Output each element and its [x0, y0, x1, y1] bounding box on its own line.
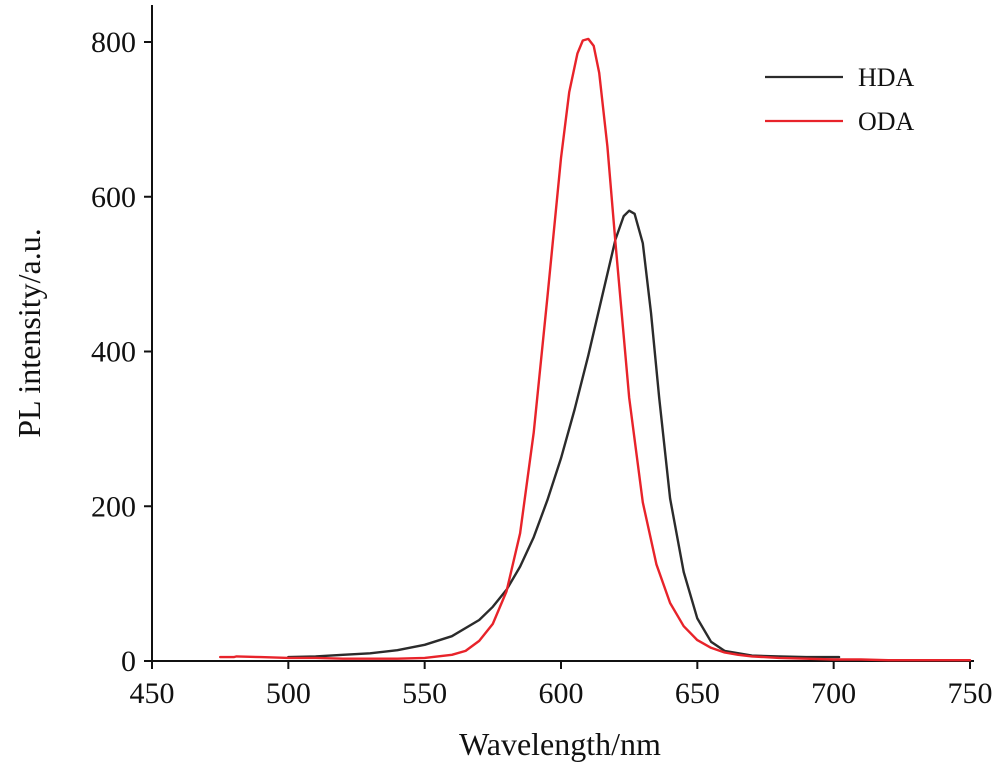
y-ticks: 0 200 400 600 800	[91, 26, 152, 678]
x-tick-label: 500	[266, 677, 311, 710]
y-tick-label: 0	[121, 645, 136, 678]
x-tick-label: 450	[130, 677, 175, 710]
x-tick-label: 550	[402, 677, 447, 710]
legend-label-hda: HDA	[858, 63, 915, 92]
x-tick-label: 600	[539, 677, 584, 710]
x-tick-label: 650	[675, 677, 720, 710]
y-axis-title: PL intensity/a.u.	[11, 228, 47, 437]
x-axis-title: Wavelength/nm	[459, 726, 661, 762]
y-tick-label: 200	[91, 490, 136, 523]
legend-label-oda: ODA	[858, 107, 915, 136]
plot-area: 0 200 400 600 800 450 500 550 600 650 700 750	[91, 5, 993, 710]
series-lines	[219, 37, 972, 662]
series-line-oda	[219, 37, 972, 662]
x-ticks: 450 500 550 600 650 700 750	[130, 661, 993, 710]
x-tick-label: 700	[811, 677, 856, 710]
series-line-hda	[287, 209, 841, 659]
legend: HDA ODA	[765, 63, 915, 136]
y-tick-label: 800	[91, 26, 136, 59]
y-tick-label: 400	[91, 336, 136, 369]
y-tick-label: 600	[91, 181, 136, 214]
x-tick-label: 750	[948, 677, 993, 710]
